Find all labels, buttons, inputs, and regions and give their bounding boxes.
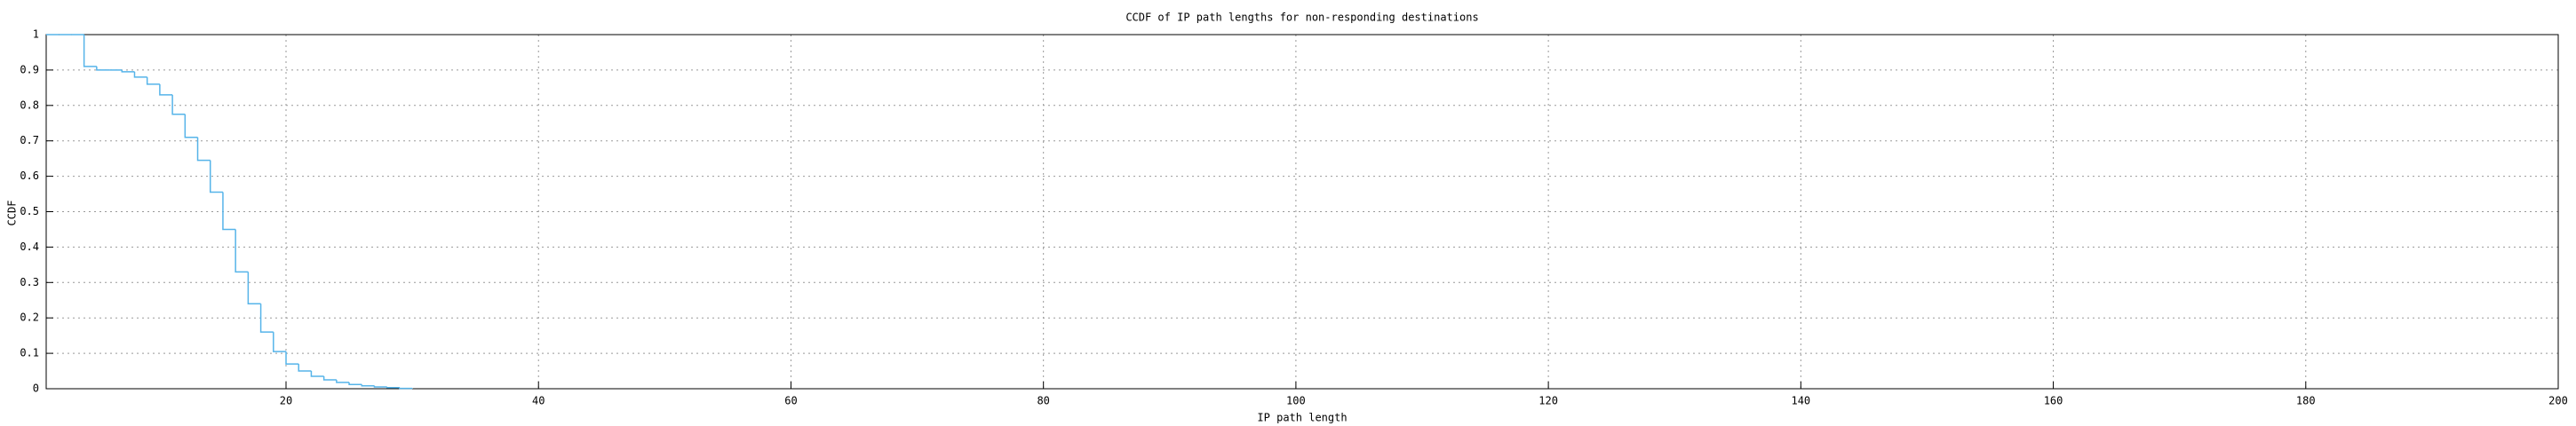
step-segment [184, 114, 198, 138]
x-axis-label: IP path length [1257, 412, 1347, 424]
y-tick-label: 0.1 [20, 347, 39, 359]
step-segment [386, 387, 400, 389]
y-tick-label: 0.8 [20, 99, 39, 111]
step-segment [209, 160, 223, 193]
y-tick-label: 1 [33, 28, 39, 41]
x-tick-label: 200 [2548, 395, 2568, 407]
x-tick-label: 140 [1791, 395, 1810, 407]
step-segment [83, 35, 97, 67]
y-tick-label: 0.6 [20, 170, 39, 182]
x-tick-label: 80 [1037, 395, 1049, 407]
step-segment [196, 137, 211, 162]
y-tick-label: 0.5 [20, 205, 39, 217]
step-segment [322, 376, 337, 381]
x-tick-label: 100 [1286, 395, 1306, 407]
step-segment [96, 66, 110, 71]
step-segment [336, 380, 350, 383]
x-tick-label: 40 [532, 395, 545, 407]
step-segment [235, 229, 249, 273]
x-tick-label: 120 [1538, 395, 1558, 407]
step-segment [298, 364, 312, 372]
chart-title: CCDF of IP path lengths for non-respondi… [1125, 12, 1478, 24]
step-segment [133, 71, 147, 78]
y-tick-label: 0.7 [20, 134, 39, 146]
step-segment [285, 351, 299, 365]
x-tick-label: 60 [784, 395, 797, 407]
step-segment [310, 371, 324, 377]
x-tick-label: 160 [2044, 395, 2063, 407]
step-segment [361, 384, 375, 387]
step-segment [247, 272, 261, 304]
y-tick-label: 0.4 [20, 241, 39, 253]
step-segment [373, 385, 387, 388]
plot-frame [45, 34, 2559, 390]
step-segment [146, 76, 160, 85]
step-segment [259, 304, 274, 333]
y-tick-label: 0.2 [20, 312, 39, 324]
step-segment [399, 387, 413, 390]
x-tick-label: 180 [2296, 395, 2316, 407]
y-tick-label: 0.3 [20, 276, 39, 288]
y-tick-label: 0.9 [20, 63, 39, 75]
step-segment [171, 94, 186, 115]
y-tick-label: 0 [33, 383, 39, 395]
y-axis-label: CCDF [6, 201, 19, 226]
step-segment [159, 83, 173, 96]
step-segment [121, 69, 135, 73]
step-segment [273, 332, 287, 352]
x-tick-label: 20 [280, 395, 292, 407]
step-segment [348, 382, 362, 385]
step-segment [222, 192, 236, 231]
